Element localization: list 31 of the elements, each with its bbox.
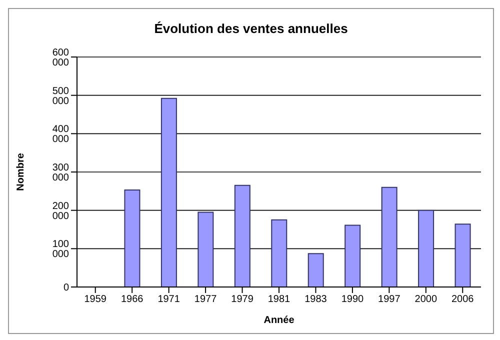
bar [271,219,288,287]
bar [124,190,140,287]
bar [344,224,361,287]
x-tick-label: 1971 [158,294,180,306]
y-tick-label: 500 000 [52,86,70,107]
x-tick-label: 1959 [84,294,107,306]
x-axis-title: Année [264,315,295,326]
x-tick-label: 1997 [378,294,401,306]
bar [418,210,434,287]
y-tick-label: 300 000 [52,162,70,184]
x-tick-label: 1966 [120,294,144,306]
x-tick-label: 1983 [304,294,328,306]
bar [454,224,471,287]
y-tick-label: 0 [63,282,70,294]
x-tick-label: 1977 [194,294,218,306]
y-tick-label: 200 000 [52,200,70,222]
y-tick-label: 600 000 [52,48,70,69]
x-tick-label: 1981 [268,294,291,306]
x-tick-label: 2006 [452,294,474,306]
x-tick-label: 2000 [414,294,438,306]
y-tick-label: 400 000 [52,124,70,146]
bar [198,212,214,287]
bar [308,253,324,287]
y-tick-label: 100 000 [52,239,70,260]
x-tick-label: 1979 [231,294,254,306]
bar [234,184,250,287]
y-axis-title: Nombre [16,153,26,191]
x-tick-label: 1990 [341,294,364,306]
bar [381,186,398,287]
bar [160,98,177,287]
chart-title: Évolution des ventes annuelles [153,21,349,36]
